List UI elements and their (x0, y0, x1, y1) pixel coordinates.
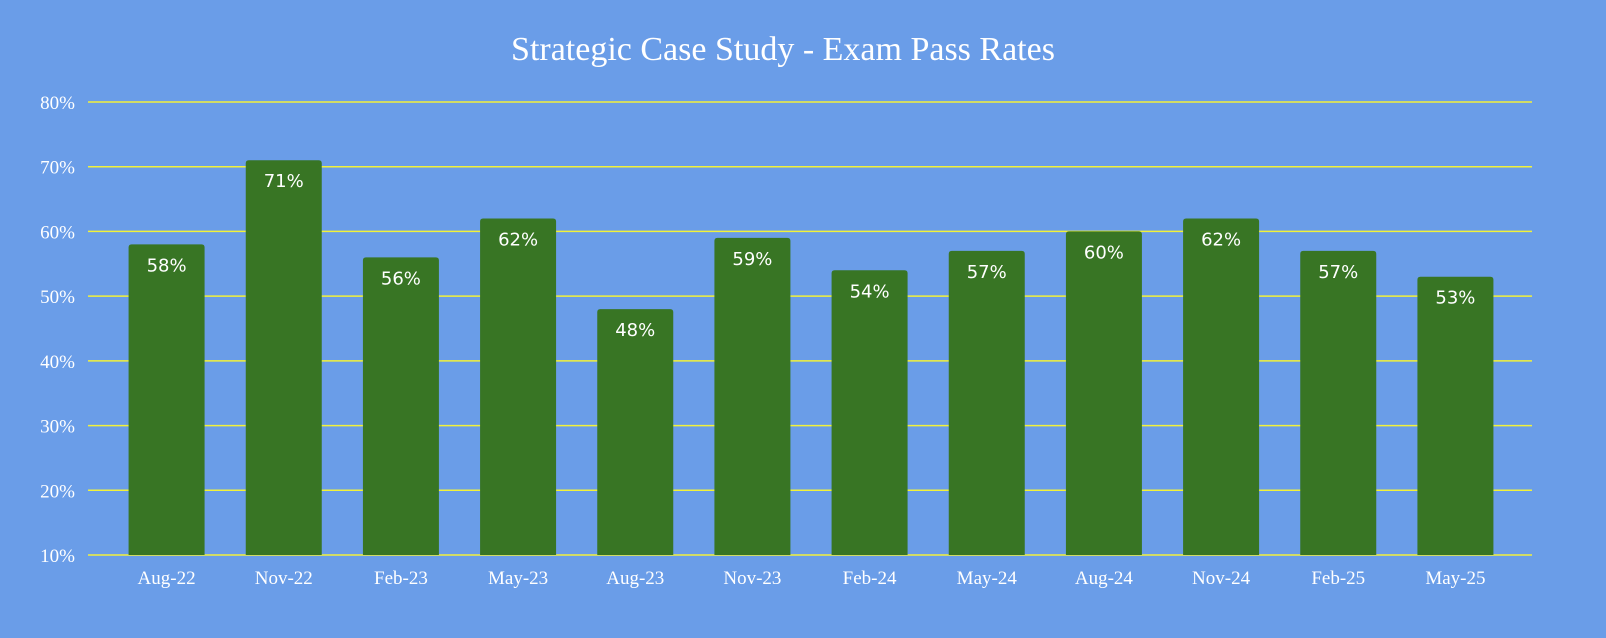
data-label: 56% (381, 268, 421, 289)
y-tick-label: 50% (40, 287, 75, 308)
data-label: 62% (1201, 229, 1241, 250)
bar (362, 257, 439, 555)
chart-title: Strategic Case Study - Exam Pass Rates (511, 31, 1055, 68)
x-tick-label: May-24 (957, 568, 1018, 589)
y-tick-label: 20% (40, 481, 75, 502)
data-label: 58% (147, 255, 187, 276)
data-label: 59% (732, 249, 772, 270)
y-tick-label: 40% (40, 352, 75, 373)
x-tick-label: Feb-23 (374, 568, 428, 589)
bar (714, 237, 791, 555)
bar (597, 309, 674, 555)
data-label: 57% (1318, 262, 1358, 283)
data-label: 60% (1084, 242, 1124, 263)
x-tick-label: May-23 (488, 568, 548, 589)
x-tick-label: Feb-25 (1311, 568, 1365, 589)
y-tick-label: 80% (40, 93, 75, 114)
y-tick-label: 30% (40, 417, 75, 438)
x-tick-label: Aug-22 (138, 568, 196, 589)
bar (1417, 276, 1494, 555)
bar (831, 270, 908, 555)
data-label: 62% (498, 229, 538, 250)
bar (948, 250, 1025, 556)
data-label: 48% (615, 320, 655, 341)
x-tick-label: May-25 (1425, 568, 1485, 589)
x-tick-label: Aug-24 (1075, 568, 1134, 589)
x-tick-label: Nov-23 (723, 568, 781, 589)
data-label: 57% (967, 262, 1007, 283)
x-tick-label: Aug-23 (606, 568, 664, 589)
y-tick-label: 10% (40, 546, 75, 567)
data-label: 54% (850, 281, 890, 302)
x-tick-label: Nov-22 (255, 568, 313, 589)
x-tick-label: Nov-24 (1192, 568, 1251, 589)
data-label: 53% (1435, 288, 1475, 309)
x-tick-label: Feb-24 (843, 568, 897, 589)
bar (1183, 218, 1260, 555)
y-tick-label: 70% (40, 158, 75, 179)
bar (245, 160, 322, 555)
y-tick-label: 60% (40, 222, 75, 243)
bar (1300, 250, 1377, 556)
data-label: 71% (264, 171, 304, 192)
bar (128, 244, 205, 555)
bar (1065, 231, 1142, 555)
bar (480, 218, 557, 555)
